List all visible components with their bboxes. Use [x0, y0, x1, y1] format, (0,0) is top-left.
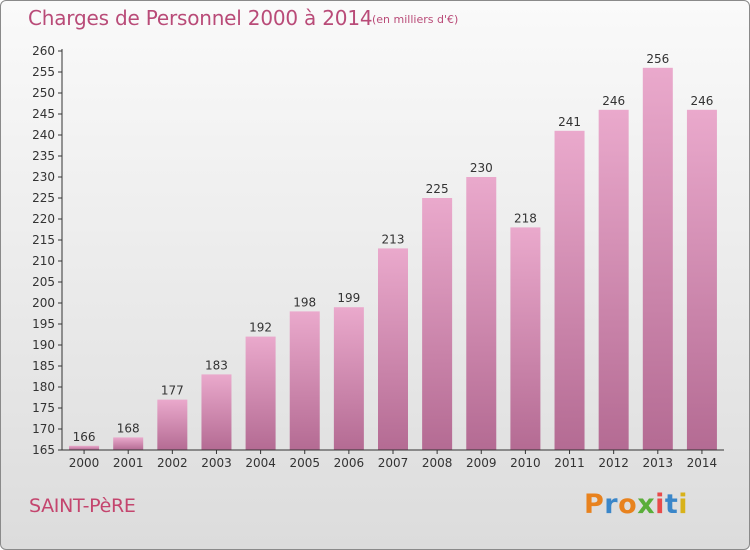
value-label-2009: 230 [470, 161, 493, 175]
y-tick-label-240: 240 [32, 128, 55, 142]
logo-letter: x [637, 489, 656, 520]
x-tick-label-2009: 2009 [466, 456, 497, 470]
value-label-2001: 168 [117, 421, 140, 435]
logo-letter: i [655, 489, 665, 520]
y-tick-label-195: 195 [32, 317, 55, 331]
x-tick-label-2012: 2012 [598, 456, 629, 470]
logo-letter: o [618, 489, 638, 520]
bar-2000 [69, 445, 100, 450]
bar-2006 [333, 307, 364, 450]
y-tick-label-180: 180 [32, 380, 55, 394]
commune-name: SAINT-PèRE [29, 495, 136, 517]
x-tick-label-2008: 2008 [422, 456, 453, 470]
y-tick-label-205: 205 [32, 275, 55, 289]
value-label-2013: 256 [646, 52, 669, 66]
value-label-2006: 199 [337, 291, 360, 305]
x-tick-label-2004: 2004 [245, 456, 276, 470]
y-tick-label-250: 250 [32, 86, 55, 100]
x-tick-label-2014: 2014 [687, 456, 718, 470]
y-tick-label-210: 210 [32, 254, 55, 268]
bar-2005 [289, 311, 320, 450]
y-tick-label-190: 190 [32, 338, 55, 352]
proxiti-logo: Proxiti [584, 489, 688, 520]
bar-2014 [686, 109, 717, 451]
y-tick-label-175: 175 [32, 401, 55, 415]
logo-letter: i [678, 489, 689, 520]
y-tick-label-165: 165 [32, 443, 55, 457]
bar-2008 [422, 198, 453, 450]
x-axis: 2000 2001 2002 2003 2004 2005 2006 2007 2008 2009… [62, 449, 724, 470]
bar-2010 [510, 227, 541, 450]
bars-group: 166 168 177 183 192 198 199 213 225 230 218 241 246 2… [69, 52, 717, 451]
bar-2013 [642, 67, 673, 451]
y-tick-label-200: 200 [32, 296, 55, 310]
logo-letter: t [664, 489, 679, 520]
y-tick-label-230: 230 [32, 170, 55, 184]
bar-2001 [113, 437, 144, 450]
chart-subtitle: (en milliers d'€) [372, 13, 459, 26]
x-tick-label-2006: 2006 [334, 456, 365, 470]
x-tick-label-2010: 2010 [510, 456, 541, 470]
y-tick-label-185: 185 [32, 359, 55, 373]
value-label-2005: 198 [293, 295, 316, 309]
value-label-2000: 166 [73, 430, 96, 444]
value-label-2004: 192 [249, 321, 272, 335]
y-tick-label-255: 255 [32, 65, 55, 79]
x-tick-label-2013: 2013 [643, 456, 674, 470]
y-tick-label-220: 220 [32, 212, 55, 226]
x-tick-label-2007: 2007 [378, 456, 409, 470]
value-label-2002: 177 [161, 384, 184, 398]
y-tick-label-260: 260 [32, 44, 55, 58]
x-tick-label-2011: 2011 [554, 456, 585, 470]
value-label-2008: 225 [426, 182, 449, 196]
logo-letter: P [584, 489, 605, 520]
value-label-2003: 183 [205, 358, 228, 372]
x-tick-label-2002: 2002 [157, 456, 188, 470]
bar-2003 [201, 374, 232, 450]
chart-title: Charges de Personnel 2000 à 2014 [28, 6, 373, 30]
x-tick-label-2003: 2003 [201, 456, 232, 470]
x-tick-label-2005: 2005 [289, 456, 320, 470]
y-tick-label-245: 245 [32, 107, 55, 121]
y-tick-label-225: 225 [32, 191, 55, 205]
value-label-2011: 241 [558, 115, 581, 129]
y-tick-label-170: 170 [32, 422, 55, 436]
bar-2009 [466, 177, 497, 450]
x-tick-label-2001: 2001 [113, 456, 144, 470]
y-axis: 165 170 175 180 185 190 195 200 205 210 215 220 225 2… [32, 44, 63, 457]
bar-2011 [554, 130, 585, 451]
logo-letter: r [604, 489, 619, 520]
bar-2012 [598, 109, 629, 451]
bar-2004 [245, 336, 276, 450]
x-tick-label-2000: 2000 [69, 456, 100, 470]
value-label-2012: 246 [602, 94, 625, 108]
value-label-2010: 218 [514, 211, 537, 225]
y-tick-label-235: 235 [32, 149, 55, 163]
bar-2002 [157, 399, 188, 450]
value-label-2007: 213 [382, 232, 405, 246]
value-label-2014: 246 [690, 94, 713, 108]
bar-2007 [378, 248, 408, 450]
y-tick-label-215: 215 [32, 233, 55, 247]
